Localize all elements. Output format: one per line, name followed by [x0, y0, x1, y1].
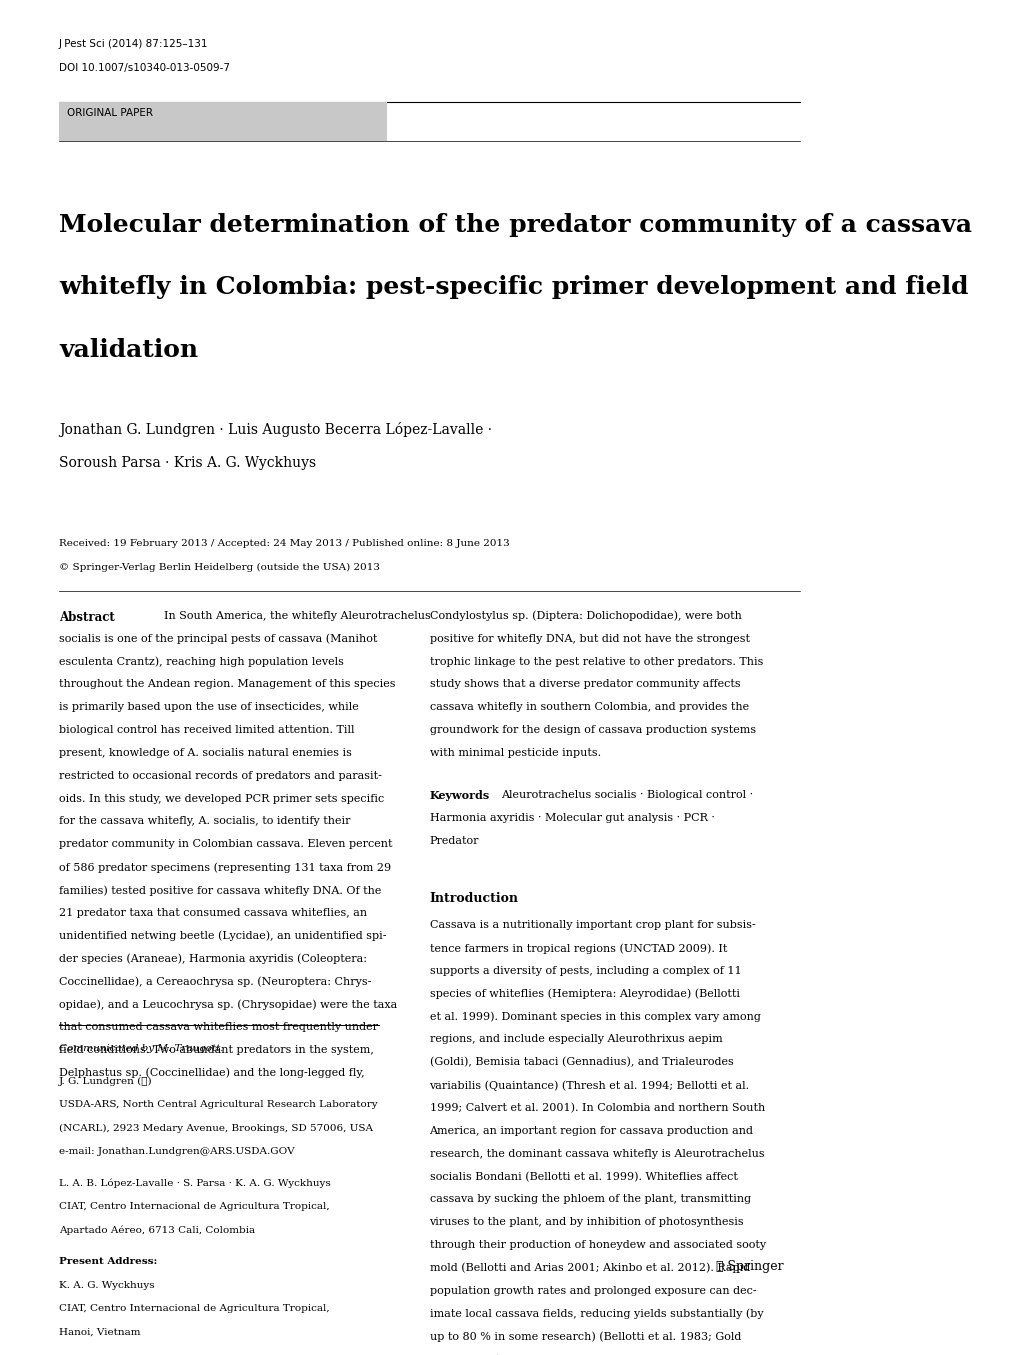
Text: oids. In this study, we developed PCR primer sets specific: oids. In this study, we developed PCR pr…	[59, 794, 384, 804]
Text: species of whiteflies (Hemiptera: Aleyrodidae) (Bellotti: species of whiteflies (Hemiptera: Aleyro…	[429, 989, 739, 1000]
Text: USDA-ARS, North Central Agricultural Research Laboratory: USDA-ARS, North Central Agricultural Res…	[59, 1100, 377, 1110]
Text: socialis Bondani (Bellotti et al. 1999). Whiteflies affect: socialis Bondani (Bellotti et al. 1999).…	[429, 1172, 737, 1182]
Text: Condylostylus sp. (Diptera: Dolichopodidae), were both: Condylostylus sp. (Diptera: Dolichopodid…	[429, 611, 741, 622]
Text: with minimal pesticide inputs.: with minimal pesticide inputs.	[429, 748, 600, 757]
Text: study shows that a diverse predator community affects: study shows that a diverse predator comm…	[429, 679, 740, 690]
Text: Hanoi, Vietnam: Hanoi, Vietnam	[59, 1328, 141, 1336]
Text: Introduction: Introduction	[429, 892, 518, 905]
Text: variabilis (Quaintance) (Thresh et al. 1994; Bellotti et al.: variabilis (Quaintance) (Thresh et al. 1…	[429, 1080, 749, 1091]
Text: Apartado Aéreo, 6713 Cali, Colombia: Apartado Aéreo, 6713 Cali, Colombia	[59, 1226, 255, 1236]
Text: for the cassava whitefly, A. socialis, to identify their: for the cassava whitefly, A. socialis, t…	[59, 817, 351, 827]
Text: through their production of honeydew and associated sooty: through their production of honeydew and…	[429, 1240, 765, 1251]
Text: Predator: Predator	[429, 836, 479, 846]
Text: J. G. Lundgren (✉): J. G. Lundgren (✉)	[59, 1077, 153, 1085]
Text: America, an important region for cassava production and: America, an important region for cassava…	[429, 1126, 753, 1135]
Text: tence farmers in tropical regions (UNCTAD 2009). It: tence farmers in tropical regions (UNCTA…	[429, 943, 727, 954]
Text: population growth rates and prolonged exposure can dec-: population growth rates and prolonged ex…	[429, 1286, 755, 1295]
Text: Harmonia axyridis · Molecular gut analysis · PCR ·: Harmonia axyridis · Molecular gut analys…	[429, 813, 713, 824]
Text: (Goldi), Bemisia tabaci (Gennadius), and Trialeurodes: (Goldi), Bemisia tabaci (Gennadius), and…	[429, 1057, 733, 1068]
Text: Received: 19 February 2013 / Accepted: 24 May 2013 / Published online: 8 June 20: Received: 19 February 2013 / Accepted: 2…	[59, 539, 510, 547]
Text: et al. 1999). Dominant species in this complex vary among: et al. 1999). Dominant species in this c…	[429, 1012, 759, 1022]
Text: Delphastus sp. (Coccinellidae) and the long-legged fly,: Delphastus sp. (Coccinellidae) and the l…	[59, 1068, 364, 1079]
Text: der species (Araneae), Harmonia axyridis (Coleoptera:: der species (Araneae), Harmonia axyridis…	[59, 954, 367, 965]
Text: present, knowledge of A. socialis natural enemies is: present, knowledge of A. socialis natura…	[59, 748, 352, 757]
Text: mold (Bellotti and Arias 2001; Akinbo et al. 2012). Rapid: mold (Bellotti and Arias 2001; Akinbo et…	[429, 1263, 749, 1274]
Text: L. A. B. López-Lavalle · S. Parsa · K. A. G. Wyckhuys: L. A. B. López-Lavalle · S. Parsa · K. A…	[59, 1179, 330, 1188]
Text: Molecular determination of the predator community of a cassava: Molecular determination of the predator …	[59, 213, 971, 237]
Text: CIAT, Centro Internacional de Agricultura Tropical,: CIAT, Centro Internacional de Agricultur…	[59, 1304, 329, 1313]
Text: Cassava is a nutritionally important crop plant for subsis-: Cassava is a nutritionally important cro…	[429, 920, 754, 931]
Text: e-mail: Jonathan.Lundgren@ARS.USDA.GOV: e-mail: Jonathan.Lundgren@ARS.USDA.GOV	[59, 1148, 294, 1156]
Text: trophic linkage to the pest relative to other predators. This: trophic linkage to the pest relative to …	[429, 657, 762, 667]
Text: © Springer-Verlag Berlin Heidelberg (outside the USA) 2013: © Springer-Verlag Berlin Heidelberg (out…	[59, 562, 380, 572]
Text: Present Address:: Present Address:	[59, 1257, 157, 1266]
Text: cassava whitefly in southern Colombia, and provides the: cassava whitefly in southern Colombia, a…	[429, 702, 748, 713]
Text: ④ Springer: ④ Springer	[715, 1260, 783, 1272]
Text: throughout the Andean region. Management of this species: throughout the Andean region. Management…	[59, 679, 395, 690]
Text: of 586 predator specimens (representing 131 taxa from 29: of 586 predator specimens (representing …	[59, 862, 390, 873]
Text: supports a diversity of pests, including a complex of 11: supports a diversity of pests, including…	[429, 966, 741, 976]
Text: Soroush Parsa · Kris A. G. Wyckhuys: Soroush Parsa · Kris A. G. Wyckhuys	[59, 455, 316, 470]
Text: positive for whitefly DNA, but did not have the strongest: positive for whitefly DNA, but did not h…	[429, 634, 749, 644]
Text: socialis is one of the principal pests of cassava (Manihot: socialis is one of the principal pests o…	[59, 634, 377, 644]
Text: K. A. G. Wyckhuys: K. A. G. Wyckhuys	[59, 1280, 155, 1290]
Text: Coccinellidae), a Cereaochrysa sp. (Neuroptera: Chrys-: Coccinellidae), a Cereaochrysa sp. (Neur…	[59, 977, 371, 986]
Text: that consumed cassava whiteflies most frequently under: that consumed cassava whiteflies most fr…	[59, 1022, 378, 1033]
Text: regions, and include especially Aleurothrixus aepim: regions, and include especially Aleuroth…	[429, 1034, 721, 1045]
Text: 21 predator taxa that consumed cassava whiteflies, an: 21 predator taxa that consumed cassava w…	[59, 908, 367, 917]
Text: research, the dominant cassava whitefly is Aleurotrachelus: research, the dominant cassava whitefly …	[429, 1149, 763, 1159]
Text: CIAT, Centro Internacional de Agricultura Tropical,: CIAT, Centro Internacional de Agricultur…	[59, 1202, 329, 1211]
Text: families) tested positive for cassava whitefly DNA. Of the: families) tested positive for cassava wh…	[59, 885, 381, 896]
Text: field conditions. Two abundant predators in the system,: field conditions. Two abundant predators…	[59, 1045, 373, 1056]
Text: Aleurotrachelus socialis · Biological control ·: Aleurotrachelus socialis · Biological co…	[500, 790, 752, 801]
Text: J Pest Sci (2014) 87:125–131: J Pest Sci (2014) 87:125–131	[59, 39, 208, 49]
Text: imate local cassava fields, reducing yields substantially (by: imate local cassava fields, reducing yie…	[429, 1309, 762, 1320]
Text: whitefly in Colombia: pest-specific primer development and field: whitefly in Colombia: pest-specific prim…	[59, 275, 967, 299]
Text: unidentified netwing beetle (Lycidae), an unidentified spi-: unidentified netwing beetle (Lycidae), a…	[59, 931, 386, 942]
Text: esculenta Crantz), reaching high population levels: esculenta Crantz), reaching high populat…	[59, 657, 343, 667]
Text: up to 80 % in some research) (Bellotti et al. 1983; Gold: up to 80 % in some research) (Bellotti e…	[429, 1332, 740, 1341]
Text: opidae), and a Leucochrysa sp. (Chrysopidae) were the taxa: opidae), and a Leucochrysa sp. (Chrysopi…	[59, 999, 396, 1009]
Text: Jonathan G. Lundgren · Luis Augusto Becerra López-Lavalle ·: Jonathan G. Lundgren · Luis Augusto Bece…	[59, 421, 491, 436]
Text: Abstract: Abstract	[59, 611, 114, 623]
Text: In South America, the whitefly Aleurotrachelus: In South America, the whitefly Aleurotra…	[164, 611, 431, 621]
FancyBboxPatch shape	[59, 102, 387, 141]
Text: (NCARL), 2923 Medary Avenue, Brookings, SD 57006, USA: (NCARL), 2923 Medary Avenue, Brookings, …	[59, 1123, 373, 1133]
Text: restricted to occasional records of predators and parasit-: restricted to occasional records of pred…	[59, 771, 381, 780]
Text: DOI 10.1007/s10340-013-0509-7: DOI 10.1007/s10340-013-0509-7	[59, 62, 229, 73]
Text: groundwork for the design of cassava production systems: groundwork for the design of cassava pro…	[429, 725, 755, 736]
Text: Communicated by M. Traugott.: Communicated by M. Traugott.	[59, 1045, 223, 1053]
Text: biological control has received limited attention. Till: biological control has received limited …	[59, 725, 355, 736]
Text: predator community in Colombian cassava. Eleven percent: predator community in Colombian cassava.…	[59, 839, 392, 850]
Text: Keywords: Keywords	[429, 790, 489, 801]
Text: is primarily based upon the use of insecticides, while: is primarily based upon the use of insec…	[59, 702, 359, 713]
Text: viruses to the plant, and by inhibition of photosynthesis: viruses to the plant, and by inhibition …	[429, 1217, 744, 1228]
Text: validation: validation	[59, 339, 198, 362]
Text: cassava by sucking the phloem of the plant, transmitting: cassava by sucking the phloem of the pla…	[429, 1194, 750, 1205]
Text: ORIGINAL PAPER: ORIGINAL PAPER	[67, 108, 153, 118]
Text: 1999; Calvert et al. 2001). In Colombia and northern South: 1999; Calvert et al. 2001). In Colombia …	[429, 1103, 764, 1114]
